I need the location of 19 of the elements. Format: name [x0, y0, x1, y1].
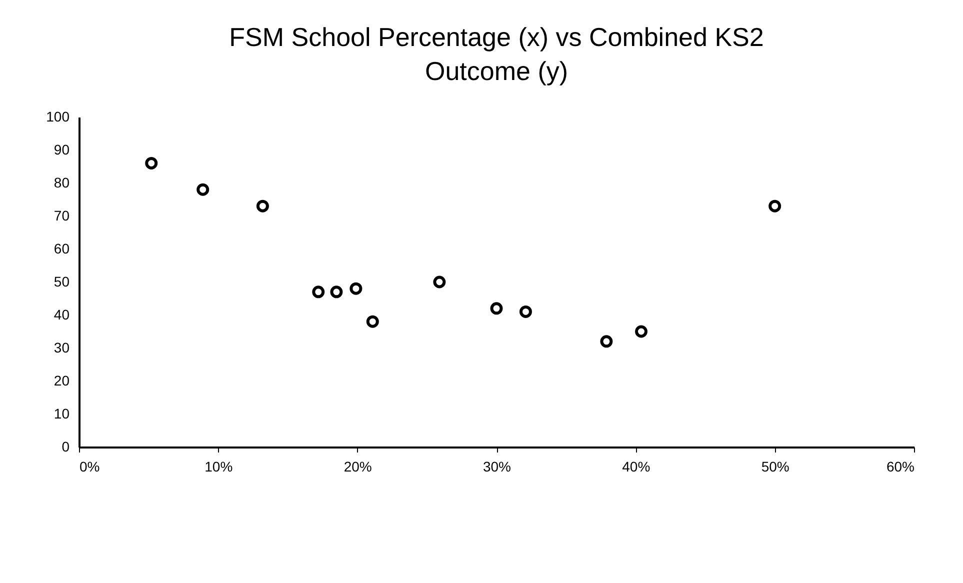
y-tick-label: 50	[54, 274, 70, 290]
x-tick-label: 0%	[80, 458, 100, 474]
x-tick-label: 10%	[204, 458, 233, 474]
x-tick-label: 30%	[482, 458, 512, 474]
chart-title: FSM School Percentage (x) vs Combined KS2 Outcome (y)	[229, 22, 764, 86]
x-tick-label: 50%	[761, 458, 790, 474]
y-tick-label: 10	[54, 406, 70, 422]
y-tick-label: 0	[62, 438, 70, 454]
x-tick-label: 60%	[886, 458, 914, 474]
y-tick-label: 20	[54, 372, 70, 388]
y-tick-label: 40	[54, 306, 70, 322]
y-tick-label: 90	[54, 142, 70, 158]
y-tick-label: 70	[54, 208, 70, 224]
x-tick-label: 40%	[622, 458, 650, 474]
y-tick-label: 100	[46, 108, 70, 124]
y-tick-label: 60	[54, 240, 70, 256]
y-tick-label: 80	[54, 174, 70, 190]
x-tick-label: 20%	[344, 458, 372, 474]
y-tick-label: 30	[54, 340, 70, 356]
